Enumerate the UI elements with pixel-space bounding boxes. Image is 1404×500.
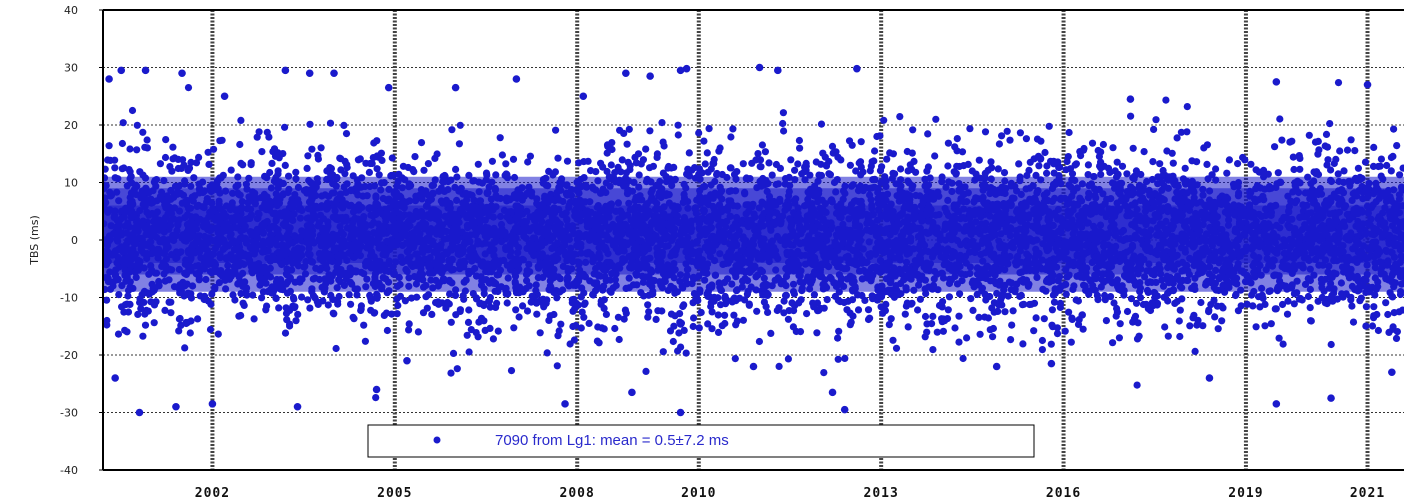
x-tick-label: 2005 [377,486,412,500]
data-point [682,64,691,73]
data-point [512,75,521,83]
data-point [646,72,654,80]
x-tick-label: 2021 [1350,486,1385,500]
data-point [628,388,636,397]
data-point [1126,95,1135,103]
data-point [755,63,764,72]
data-point [1272,400,1281,408]
data-point [135,408,144,417]
x-tick-label: 2010 [681,486,716,500]
x-tick-label: 2019 [1228,486,1263,500]
data-point [749,362,758,371]
x-tick-label: 2016 [1046,486,1081,500]
y-tick-label: -10 [60,292,78,305]
x-tick-label: 2002 [195,486,230,500]
x-tick-label: 2013 [864,486,899,500]
data-point [828,388,837,397]
data-point [384,83,393,92]
y-tick-label: 20 [64,119,78,132]
data-point [840,405,849,414]
y-ticks: -40 -30 -20 -10 0 10 20 30 40 [60,4,103,477]
y-tick-label: 30 [64,62,78,75]
data-point [403,356,411,365]
data-point [305,69,314,78]
legend: 7090 from Lg1: mean = 0.5±7.2 ms [367,424,1035,458]
x-tick-label: 2008 [560,486,595,500]
data-point [622,69,630,78]
legend-label: 7090 from Lg1: mean = 0.5±7.2 ms [495,432,729,449]
data-point [676,66,685,75]
data-point [281,66,290,75]
y-tick-label: 40 [64,4,78,17]
legend-box [367,424,1035,458]
y-tick-label: 10 [64,177,78,190]
y-tick-label: -40 [60,464,78,477]
data-point [172,402,180,411]
x-ticks: 2002 2005 2008 2010 2013 2016 2019 2021 [195,486,1385,500]
data-point [293,402,302,411]
data-point [561,400,569,408]
data-point [676,408,685,417]
legend-marker [433,436,441,444]
data-point [451,83,460,92]
data-point [208,400,217,408]
y-tick-label: -30 [60,407,78,420]
data-point [105,75,113,83]
data-points [105,63,1396,417]
data-point [1327,394,1335,402]
data-point [1272,78,1281,86]
data-point [1205,374,1214,382]
data-point [111,374,119,382]
data-cloud [103,79,1404,402]
data-point [992,362,1001,371]
data-point [774,66,782,75]
data-point [141,66,150,75]
data-point [220,92,229,101]
data-point [1388,368,1396,377]
data-point [372,385,381,394]
y-axis-label: TBS (ms) [28,215,41,266]
data-point [330,69,338,78]
data-point [178,69,186,78]
y-tick-label: 0 [71,234,78,247]
data-point [853,64,861,73]
data-point [1363,80,1372,89]
y-tick-label: -20 [60,349,78,362]
data-point [1047,359,1056,368]
data-point [579,92,588,101]
data-point [117,66,126,75]
